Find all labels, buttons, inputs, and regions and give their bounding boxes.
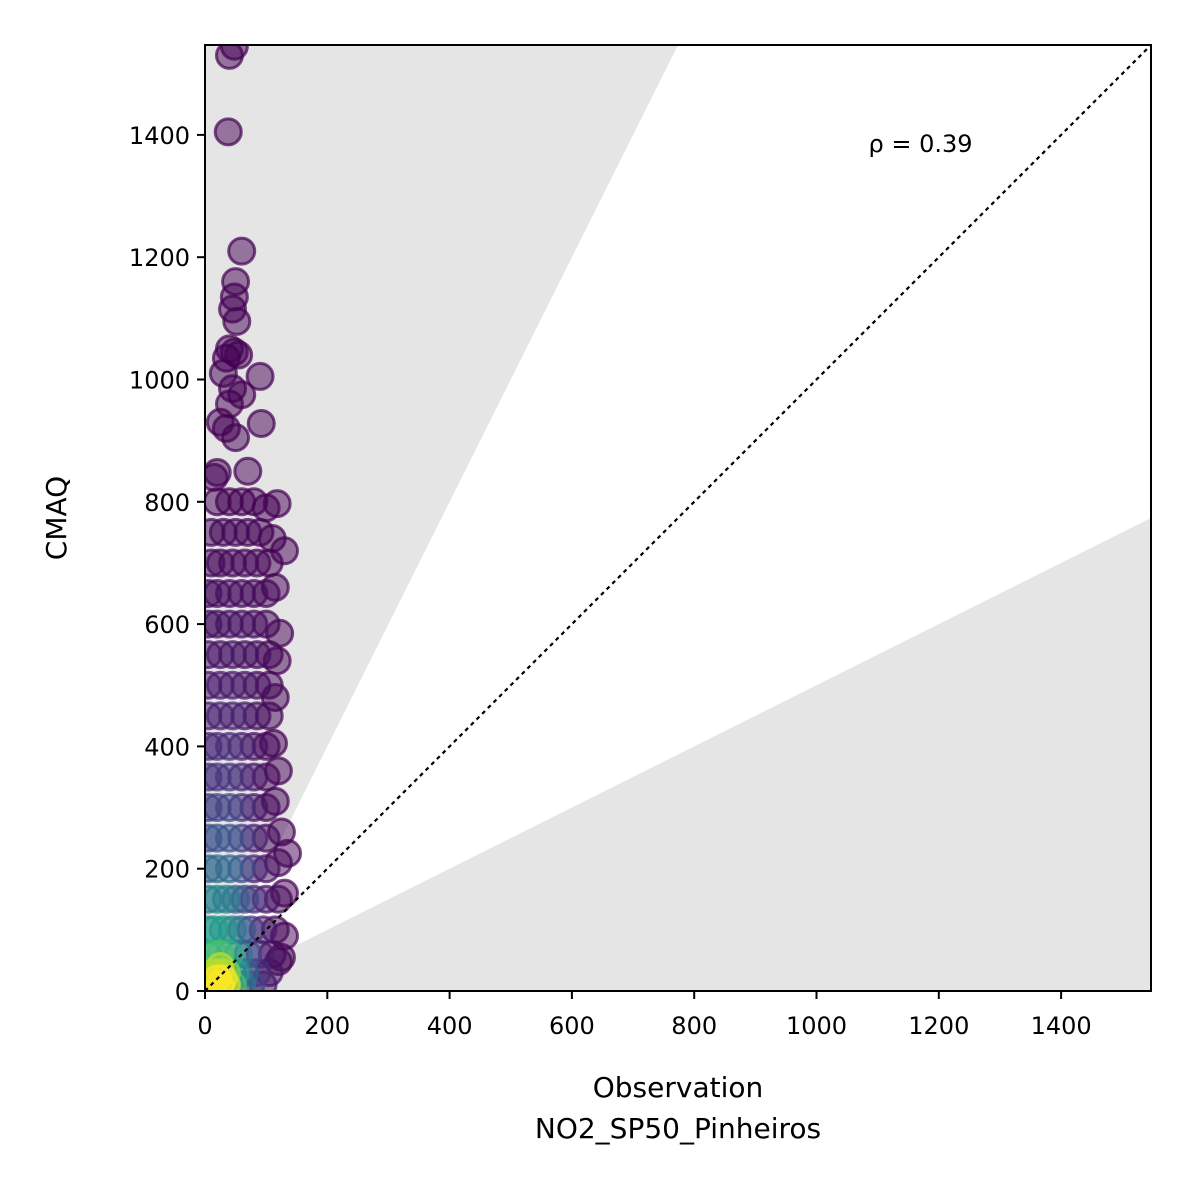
y-tick-label: 1000 <box>129 366 190 394</box>
y-tick-label: 600 <box>144 611 190 639</box>
x-axis-label: Observation <box>593 1071 764 1104</box>
y-tick-label: 200 <box>144 856 190 884</box>
scatter-point <box>222 306 252 336</box>
y-tick-label: 0 <box>175 978 190 1006</box>
scatter-point <box>205 854 232 884</box>
x-tick-label: 0 <box>197 1012 212 1040</box>
scatter-point <box>218 701 248 731</box>
x-tick-label: 1400 <box>1031 1012 1092 1040</box>
x-tick-label: 600 <box>549 1012 595 1040</box>
scatter-point <box>214 793 244 823</box>
y-tick-label: 800 <box>144 489 190 517</box>
y-tick-label: 400 <box>144 733 190 761</box>
correlation-annotation: ρ = 0.39 <box>868 130 972 158</box>
scatter-point <box>227 236 257 266</box>
scatter-point <box>214 731 244 761</box>
scatter-point <box>262 489 292 519</box>
x-axis-ticks: 0 200 400 600 800 1000 1200 1400 <box>197 991 1092 1040</box>
y-axis-label: CMAQ <box>40 476 73 560</box>
scatter-point <box>221 423 251 453</box>
y-tick-label: 1200 <box>129 244 190 272</box>
shaded-band-upper <box>205 45 678 991</box>
scatter-point <box>233 517 263 547</box>
scatter-points <box>205 45 303 991</box>
scatter-point <box>205 457 232 487</box>
shaded-bands <box>205 45 1151 991</box>
scatter-point <box>219 45 249 61</box>
plot-frame <box>204 44 1152 992</box>
scatter-point <box>245 361 275 391</box>
scatter-point <box>205 884 232 914</box>
scatter-point <box>214 823 244 853</box>
scatter-point <box>218 640 248 670</box>
y-tick-label: 1400 <box>129 122 190 150</box>
scatter-point <box>246 409 276 439</box>
x-tick-label: 400 <box>427 1012 473 1040</box>
x-tick-label: 1000 <box>786 1012 847 1040</box>
scatter-point <box>213 117 243 147</box>
y-axis-ticks: 0 200 400 600 800 1000 1200 1400 <box>129 122 205 1006</box>
scatter-point <box>269 536 299 566</box>
scatter-point <box>218 670 248 700</box>
scatter-point <box>227 579 257 609</box>
x-axis-label-station: NO2_SP50_Pinheiros <box>535 1112 821 1145</box>
x-tick-label: 800 <box>671 1012 717 1040</box>
x-tick-label: 200 <box>304 1012 350 1040</box>
scatter-point <box>227 609 257 639</box>
scatter-point <box>214 762 244 792</box>
x-tick-label: 1200 <box>908 1012 969 1040</box>
shaded-band-lower <box>205 518 1151 991</box>
identity-line <box>204 44 1152 992</box>
scatter-point <box>230 548 260 578</box>
scatter-point <box>233 456 263 486</box>
